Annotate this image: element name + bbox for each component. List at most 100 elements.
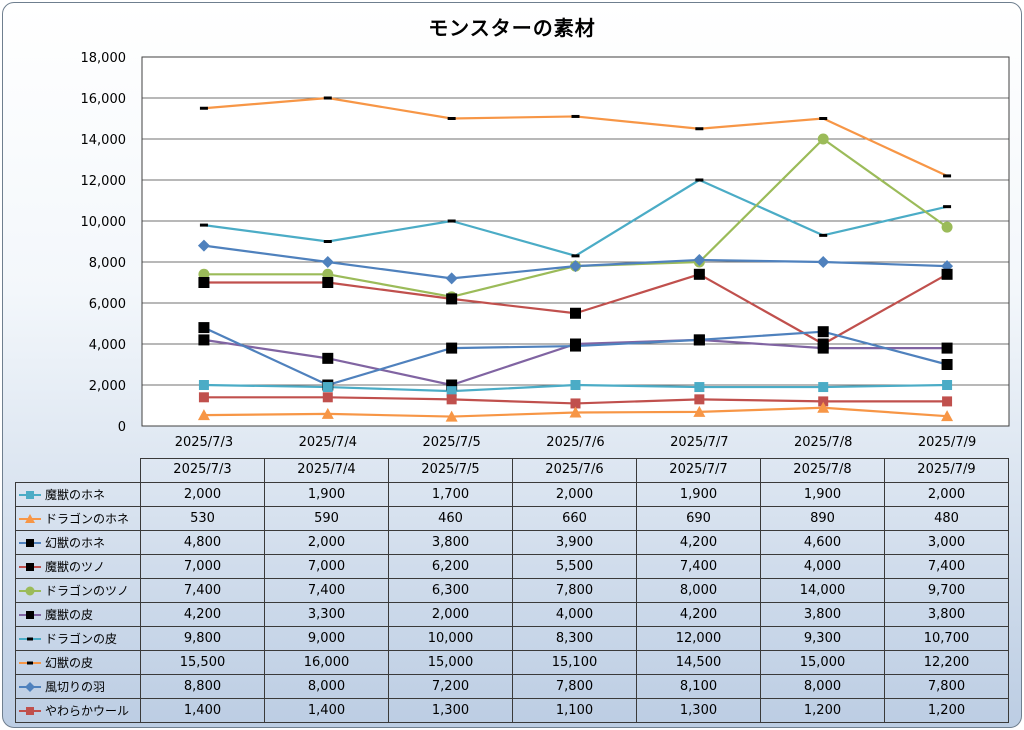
table-cell: 8,800	[140, 673, 265, 699]
y-tick-label: 6,000	[89, 297, 126, 312]
table-date-header: 2025/7/5	[388, 458, 513, 483]
table-cell: 4,000	[760, 553, 885, 579]
table-row: やわらかウール 1,400 1,400 1,300 1,100 1,300 1,200 1,2…	[15, 697, 1009, 723]
x-tick-label: 2025/7/8	[794, 435, 852, 450]
data-point	[570, 340, 581, 352]
table-cell: 9,700	[884, 577, 1009, 603]
table-cell: 1,400	[264, 697, 389, 723]
table-cell: 1,200	[884, 697, 1009, 723]
data-point	[941, 268, 953, 280]
series-name: 幻獣の皮	[45, 655, 94, 670]
table-cell: 7,400	[264, 577, 389, 603]
table-cell: 14,000	[760, 577, 885, 603]
table-cell: 7,800	[884, 673, 1009, 699]
table-cell: 2,000	[512, 481, 637, 507]
data-point	[321, 256, 334, 268]
table-row: 幻獣のホネ 4,800 2,000 3,800 3,900 4,200 4,600 3,000	[15, 529, 1009, 555]
data-point	[693, 268, 705, 280]
table-cell: 5,500	[512, 553, 637, 579]
data-point	[817, 401, 830, 413]
table-cell: 15,000	[388, 649, 513, 675]
series-name: 幻獣のホネ	[45, 535, 106, 550]
table-cell: 690	[636, 505, 761, 531]
data-point	[570, 398, 581, 409]
legend-key-icon	[19, 539, 41, 547]
series-label: 魔獣のホネ	[15, 481, 141, 507]
data-point	[570, 307, 581, 319]
data-point	[569, 406, 582, 418]
series-name: ドラゴンのツノ	[45, 583, 130, 598]
table-row: 幻獣の皮 15,500 16,000 15,000 15,100 14,500 15,000…	[15, 649, 1009, 675]
table-cell: 3,800	[760, 601, 885, 627]
table-row: 魔獣のツノ 7,000 7,000 6,200 5,500 7,400 4,000 7,400	[15, 553, 1009, 579]
series-label: 風切りの羽	[15, 673, 141, 699]
data-point	[941, 221, 953, 233]
table-cell: 1,200	[760, 697, 885, 723]
table-row: ドラゴンのホネ 530 590 460 660 690 890 480	[15, 505, 1009, 531]
table-cell: 2,000	[388, 601, 513, 627]
table-cell: 12,200	[884, 649, 1009, 675]
data-point	[446, 342, 458, 354]
x-tick-label: 2025/7/3	[175, 435, 233, 450]
table-row: 魔獣のホネ 2,000 1,900 1,700 2,000 1,900 1,900 2,000	[15, 481, 1009, 507]
data-point	[322, 392, 333, 403]
table-cell: 9,000	[264, 625, 389, 651]
table-cell: 8,000	[760, 673, 885, 699]
data-point	[571, 114, 580, 118]
data-point	[695, 127, 704, 131]
data-point	[198, 322, 210, 334]
data-point	[446, 386, 457, 397]
table-cell: 14,500	[636, 649, 761, 675]
data-point	[941, 410, 954, 422]
series-label: 魔獣のツノ	[15, 553, 141, 579]
table-cell: 7,000	[140, 553, 265, 579]
data-point	[817, 326, 829, 338]
table-cell: 16,000	[264, 649, 389, 675]
table-cell: 1,900	[264, 481, 389, 507]
data-point	[445, 272, 458, 285]
data-table: 2025/7/3 2025/7/4 2025/7/5 2025/7/6 2025/7/7…	[15, 458, 1009, 723]
y-tick-label: 0	[118, 420, 126, 435]
table-cell: 3,000	[884, 529, 1009, 555]
table-cell: 9,800	[140, 625, 265, 651]
y-tick-label: 18,000	[81, 51, 127, 66]
table-cell: 660	[512, 505, 637, 531]
legend-key-icon	[19, 707, 41, 715]
data-point	[817, 256, 830, 268]
legend-key-icon	[19, 514, 41, 523]
table-date-header: 2025/7/8	[760, 458, 885, 483]
data-point	[197, 239, 210, 252]
table-date-header: 2025/7/7	[636, 458, 761, 483]
data-point	[199, 106, 208, 110]
data-point	[818, 382, 829, 393]
legend-key-icon	[19, 563, 41, 571]
series-label: ドラゴンの皮	[15, 625, 141, 651]
table-cell: 2,000	[264, 529, 389, 555]
table-cell: 7,400	[884, 553, 1009, 579]
data-point	[942, 380, 953, 390]
data-point	[818, 396, 829, 407]
table-row: ドラゴンのツノ 7,400 7,400 6,300 7,800 8,000 14,000 9,…	[15, 577, 1009, 603]
table-cell: 8,100	[636, 673, 761, 699]
series-label: ドラゴンのホネ	[15, 505, 141, 531]
y-tick-label: 16,000	[81, 92, 127, 107]
series-name: やわらかウール	[45, 703, 130, 718]
table-row: 風切りの羽 8,800 8,000 7,200 7,800 8,100 8,000 7,800	[15, 673, 1009, 699]
x-tick-label: 2025/7/9	[918, 435, 976, 450]
table-cell: 1,700	[388, 481, 513, 507]
data-point	[323, 240, 332, 243]
legend-key-icon	[19, 661, 41, 665]
table-row: 魔獣の皮 4,200 3,300 2,000 4,000 4,200 3,800 3,800	[15, 601, 1009, 627]
data-point	[819, 233, 828, 237]
series-name: 魔獣のホネ	[45, 487, 106, 502]
table-cell: 15,100	[512, 649, 637, 675]
legend-key-icon	[19, 586, 41, 596]
data-point	[694, 382, 705, 393]
data-point	[942, 396, 953, 407]
y-tick-label: 8,000	[89, 256, 126, 271]
data-point	[571, 254, 580, 258]
table-cell: 4,200	[636, 601, 761, 627]
table-cell: 8,300	[512, 625, 637, 651]
data-point	[445, 410, 458, 422]
